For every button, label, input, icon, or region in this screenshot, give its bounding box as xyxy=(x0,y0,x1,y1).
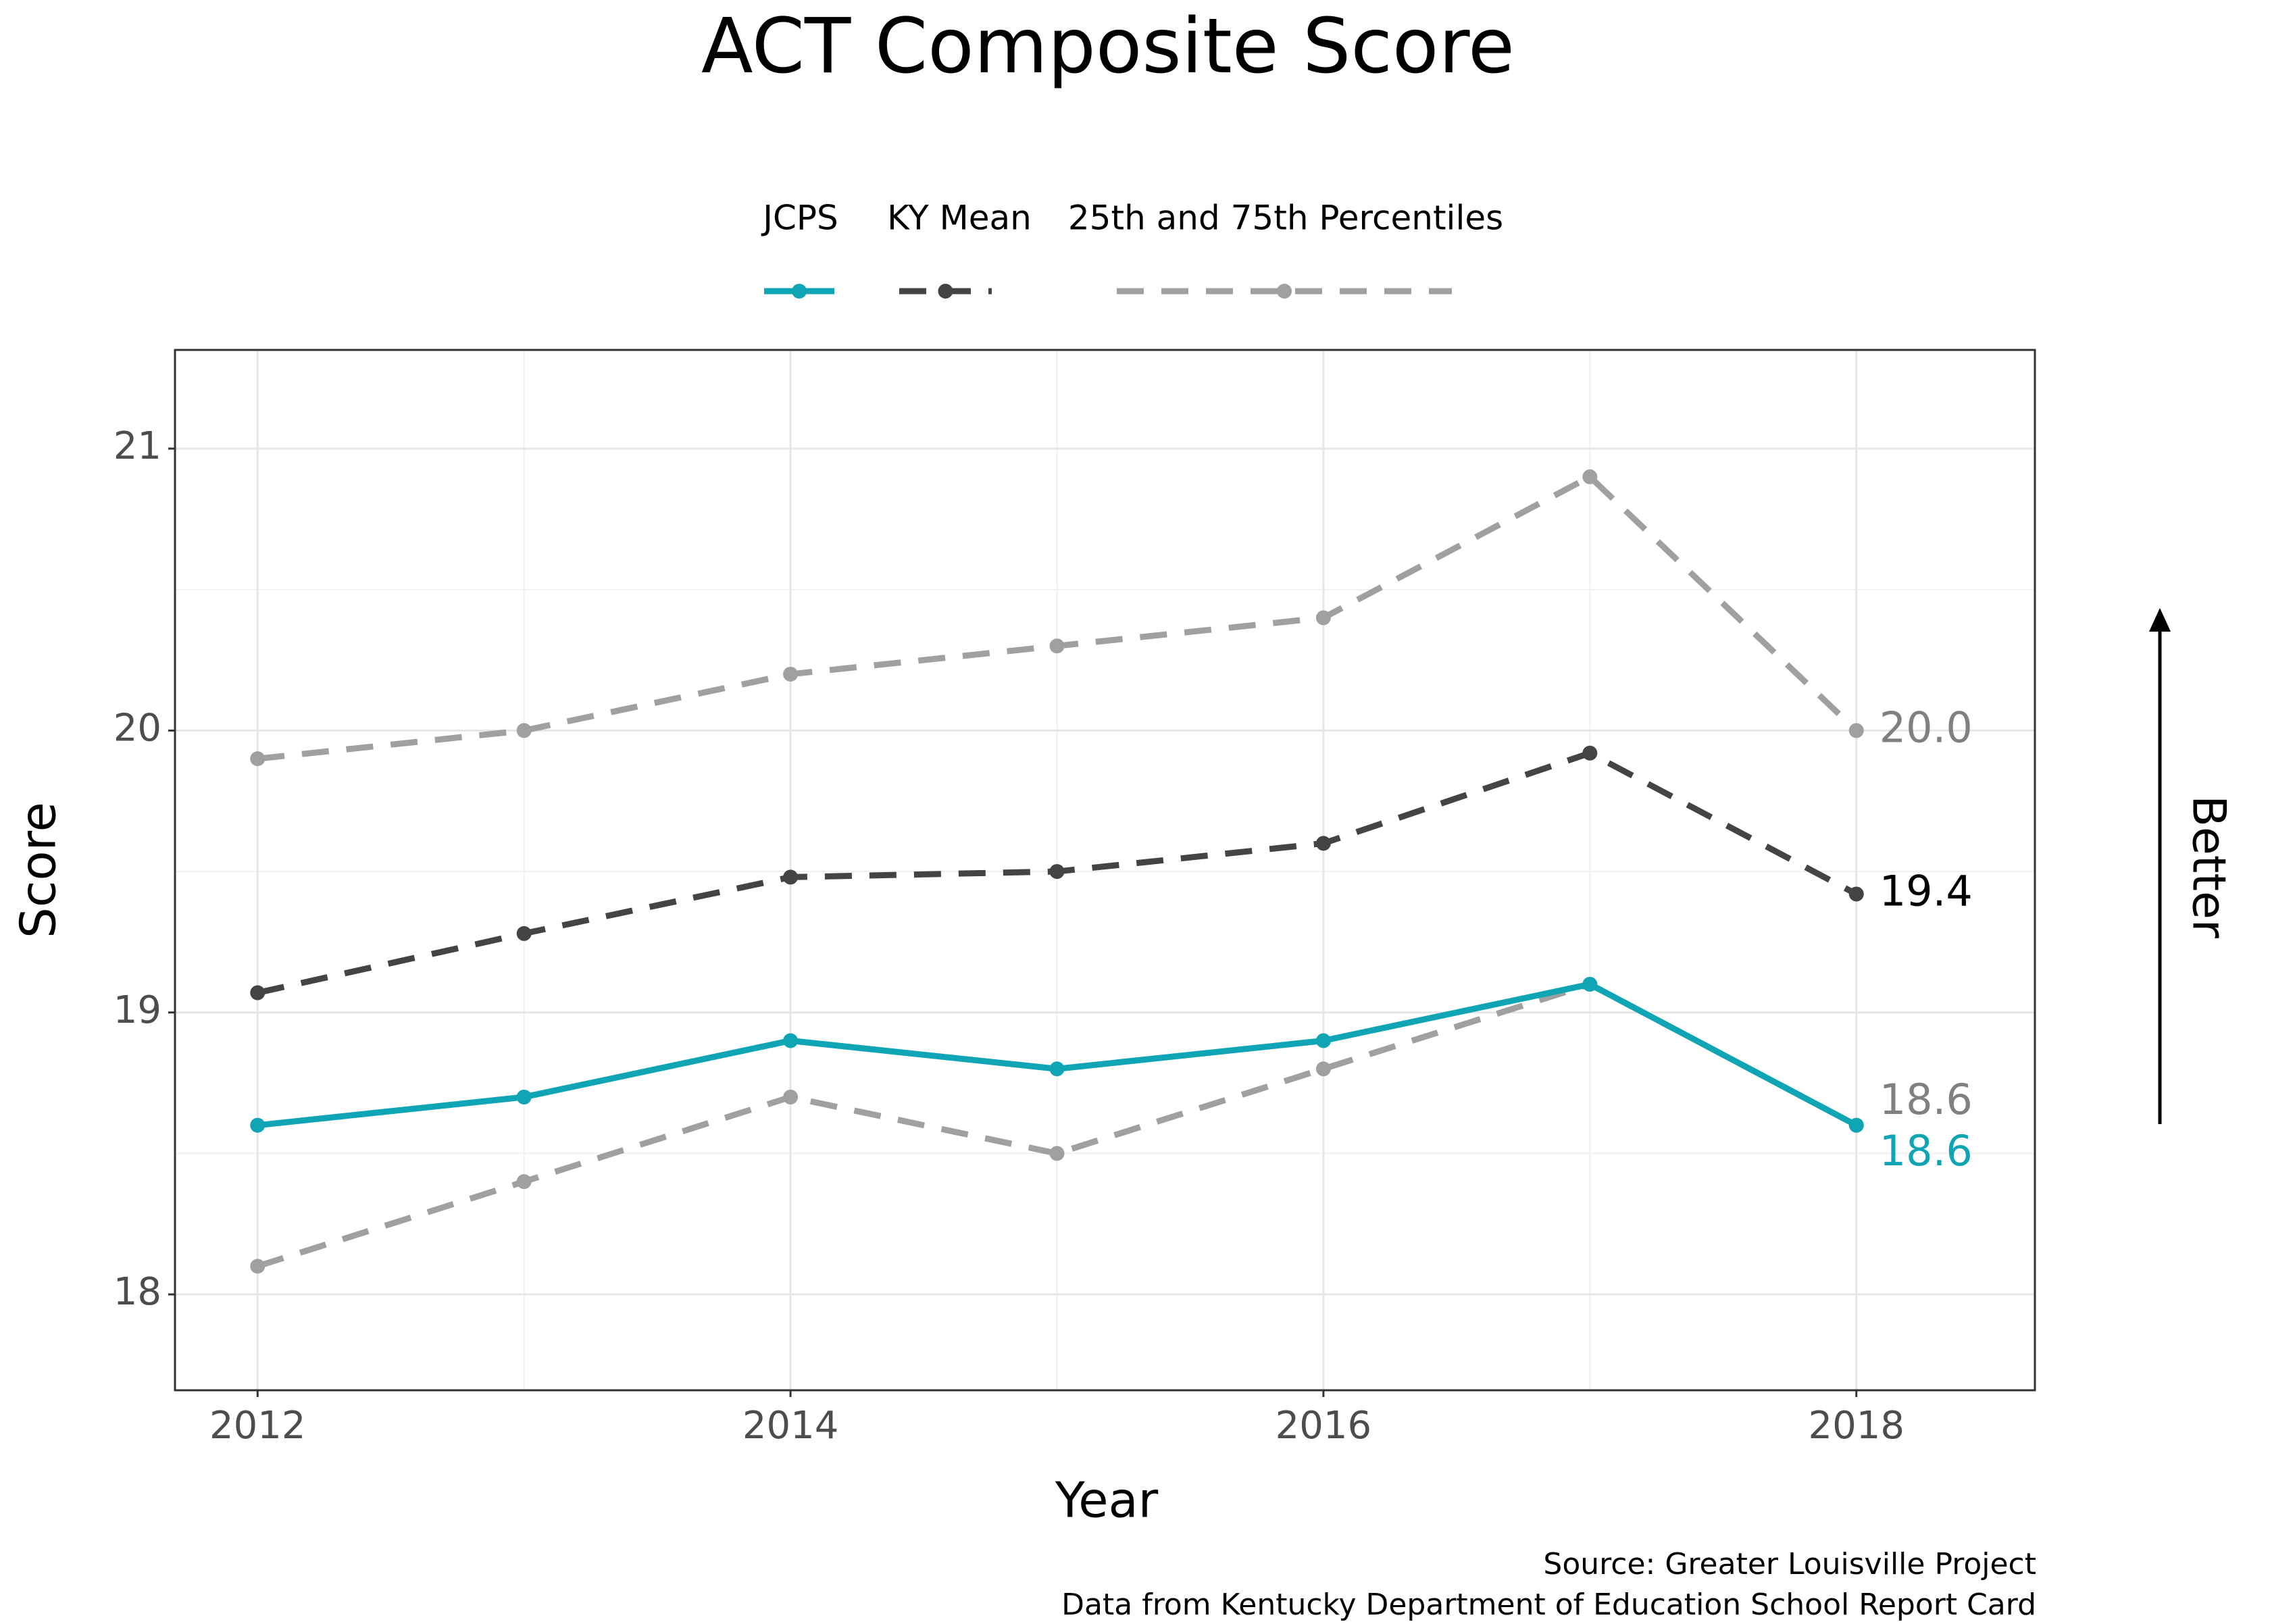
source-line: Source: Greater Louisville Project xyxy=(1543,1547,2036,1581)
chart-title: ACT Composite Score xyxy=(701,3,1515,91)
series-point xyxy=(1848,886,1864,902)
series-point xyxy=(516,1089,532,1105)
series-point xyxy=(1315,610,1331,626)
series-point xyxy=(250,1117,266,1133)
series-point xyxy=(1315,1061,1331,1077)
series-point xyxy=(1582,745,1598,761)
series-point xyxy=(1582,469,1598,484)
series-point xyxy=(783,1033,799,1048)
x-tick-label: 2012 xyxy=(209,1404,306,1448)
series-point xyxy=(1315,1033,1331,1048)
series-point xyxy=(250,1259,266,1274)
series-point xyxy=(250,985,266,1000)
data-label: 18.6 xyxy=(1880,1075,1973,1124)
y-axis-title: Score xyxy=(10,802,67,938)
x-tick-label: 2018 xyxy=(1808,1404,1905,1448)
x-axis-title: Year xyxy=(1055,1472,1159,1529)
series-point xyxy=(516,925,532,941)
annotation: Better xyxy=(2181,795,2235,938)
series-point xyxy=(783,869,799,885)
series-point xyxy=(1582,977,1598,992)
series-point xyxy=(1049,638,1065,654)
series-point xyxy=(783,1089,799,1105)
x-tick-label: 2014 xyxy=(742,1404,839,1448)
y-tick-label: 20 xyxy=(114,707,161,751)
plot-border xyxy=(174,349,2036,1392)
series-point xyxy=(783,666,799,682)
legend-label: JCPS xyxy=(761,199,838,238)
legend-label: KY Mean xyxy=(887,199,1032,238)
legend-key-point xyxy=(792,284,807,299)
series-point xyxy=(1848,723,1864,738)
y-tick-label: 19 xyxy=(114,988,161,1032)
y-tick-label: 21 xyxy=(114,424,161,468)
data-label: 20.0 xyxy=(1880,703,1973,753)
legend-label: 25th and 75th Percentiles xyxy=(1068,199,1503,238)
series-point xyxy=(1049,1146,1065,1161)
source-line: Data from Kentucky Department of Educati… xyxy=(1061,1588,2036,1621)
series-point xyxy=(1049,1061,1065,1077)
data-label: 19.4 xyxy=(1880,867,1973,916)
series-point xyxy=(1848,1117,1864,1133)
legend-key-point xyxy=(1277,284,1292,299)
series-point xyxy=(250,751,266,767)
series-point xyxy=(1315,836,1331,851)
series-point xyxy=(516,1174,532,1190)
legend-key-point xyxy=(938,284,953,299)
y-tick-label: 18 xyxy=(114,1270,161,1314)
x-tick-label: 2016 xyxy=(1276,1404,1372,1448)
annotation-arrowhead xyxy=(2149,608,2171,632)
series-point xyxy=(516,723,532,738)
series-point xyxy=(1049,864,1065,880)
data-label: 18.6 xyxy=(1880,1126,1973,1175)
